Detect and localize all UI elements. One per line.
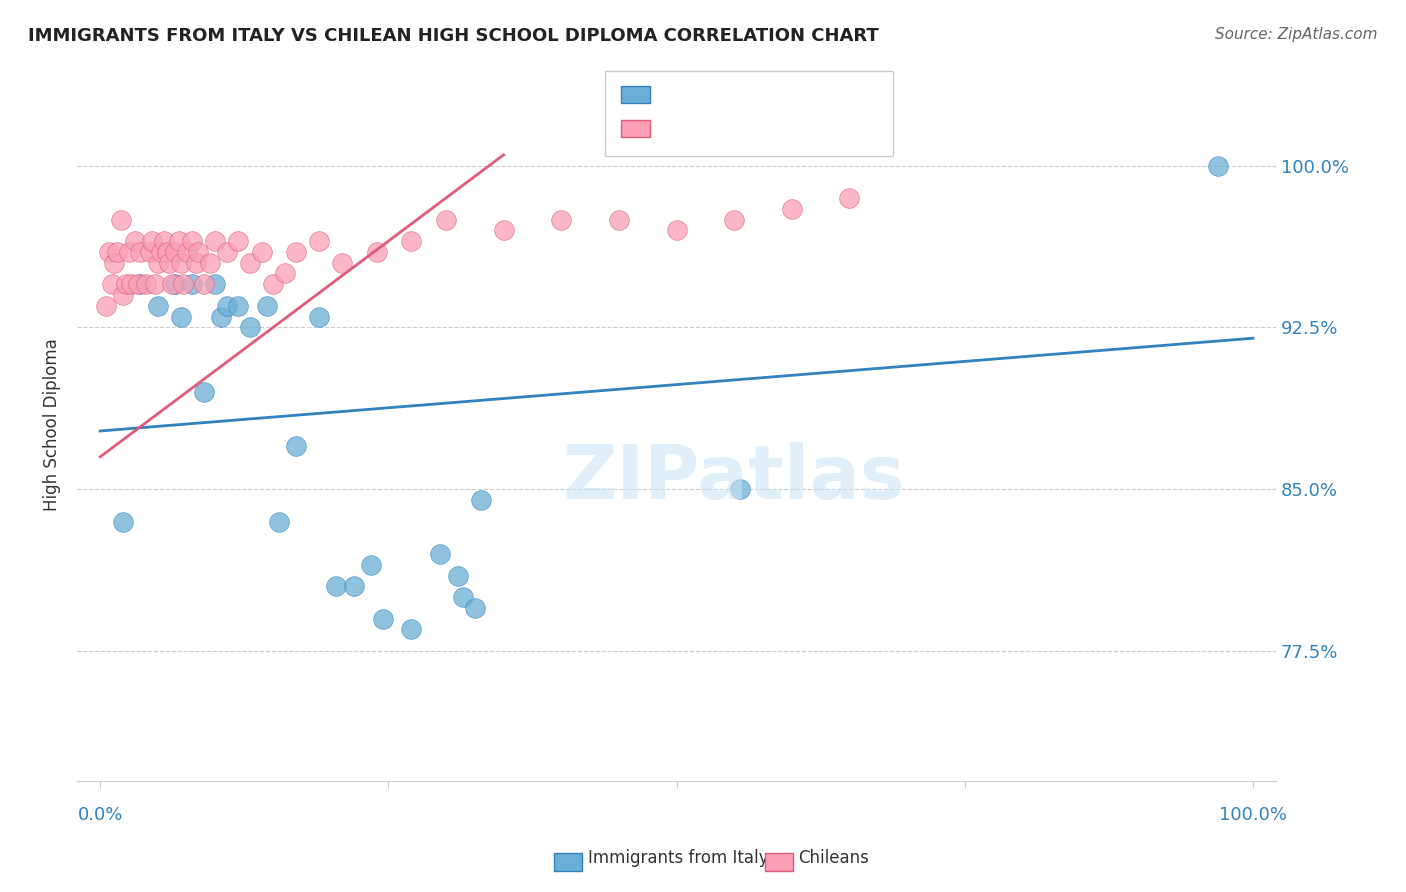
Point xyxy=(308,310,330,324)
Point xyxy=(127,277,149,292)
Point xyxy=(118,244,141,259)
Point xyxy=(198,256,221,270)
Point xyxy=(145,277,167,292)
Point xyxy=(146,256,169,270)
Point xyxy=(429,547,451,561)
Point xyxy=(129,244,152,259)
Point xyxy=(193,385,215,400)
Point xyxy=(550,212,572,227)
Point xyxy=(100,277,122,292)
Point xyxy=(184,256,207,270)
Point xyxy=(167,234,190,248)
Point xyxy=(325,579,347,593)
Text: Chileans: Chileans xyxy=(799,849,869,867)
Text: 0.0%: 0.0% xyxy=(77,806,122,824)
Point xyxy=(401,623,423,637)
Point xyxy=(176,244,198,259)
Point xyxy=(129,277,152,292)
Point xyxy=(239,256,262,270)
Point xyxy=(193,277,215,292)
Point xyxy=(150,244,173,259)
Point xyxy=(215,244,238,259)
Point xyxy=(204,234,226,248)
Point xyxy=(120,277,142,292)
Point xyxy=(728,482,751,496)
Point xyxy=(112,288,135,302)
Point xyxy=(209,310,232,324)
Point xyxy=(267,515,290,529)
Point xyxy=(157,256,180,270)
Point xyxy=(165,244,187,259)
Point xyxy=(273,267,295,281)
Point xyxy=(107,244,129,259)
Point xyxy=(94,299,117,313)
Point xyxy=(256,299,278,313)
Point xyxy=(181,277,204,292)
Point xyxy=(187,244,209,259)
Point xyxy=(170,256,193,270)
Y-axis label: High School Diploma: High School Diploma xyxy=(44,338,60,511)
Point xyxy=(308,234,330,248)
Point xyxy=(285,244,308,259)
Point xyxy=(204,277,226,292)
Point xyxy=(838,191,860,205)
Point xyxy=(239,320,262,334)
Point xyxy=(262,277,284,292)
Text: R =  0.511   N = 53: R = 0.511 N = 53 xyxy=(657,126,820,144)
Point xyxy=(780,202,803,216)
Point xyxy=(464,601,486,615)
Point xyxy=(160,277,183,292)
Text: IMMIGRANTS FROM ITALY VS CHILEAN HIGH SCHOOL DIPLOMA CORRELATION CHART: IMMIGRANTS FROM ITALY VS CHILEAN HIGH SC… xyxy=(28,27,879,45)
Point xyxy=(112,515,135,529)
Point xyxy=(124,234,146,248)
Point xyxy=(470,493,492,508)
Point xyxy=(138,244,160,259)
Point xyxy=(446,568,468,582)
Point xyxy=(181,234,204,248)
Point xyxy=(343,579,366,593)
Point xyxy=(165,277,187,292)
Text: Immigrants from Italy: Immigrants from Italy xyxy=(588,849,768,867)
Point xyxy=(1208,159,1230,173)
Point xyxy=(156,244,179,259)
Point xyxy=(228,299,250,313)
Point xyxy=(401,234,423,248)
Point xyxy=(146,299,169,313)
Point xyxy=(110,212,132,227)
Point xyxy=(135,277,157,292)
Point xyxy=(114,277,136,292)
Point xyxy=(366,244,388,259)
Point xyxy=(103,256,125,270)
Point xyxy=(215,299,238,313)
Point xyxy=(172,277,194,292)
Point xyxy=(607,212,630,227)
Point xyxy=(492,223,515,237)
Point xyxy=(665,223,688,237)
Point xyxy=(228,234,250,248)
Point xyxy=(170,310,193,324)
Point xyxy=(434,212,457,227)
Text: 100.0%: 100.0% xyxy=(1219,806,1286,824)
Point xyxy=(451,590,474,604)
Point xyxy=(250,244,273,259)
Text: Source: ZipAtlas.com: Source: ZipAtlas.com xyxy=(1215,27,1378,42)
Text: ZIPatlas: ZIPatlas xyxy=(562,442,905,515)
Point xyxy=(141,234,163,248)
Text: R = 0.064   N = 32: R = 0.064 N = 32 xyxy=(657,92,814,110)
Point xyxy=(371,612,394,626)
Point xyxy=(98,244,121,259)
Point xyxy=(285,439,308,453)
Point xyxy=(723,212,745,227)
Point xyxy=(330,256,353,270)
Point xyxy=(152,234,174,248)
Point xyxy=(360,558,382,572)
